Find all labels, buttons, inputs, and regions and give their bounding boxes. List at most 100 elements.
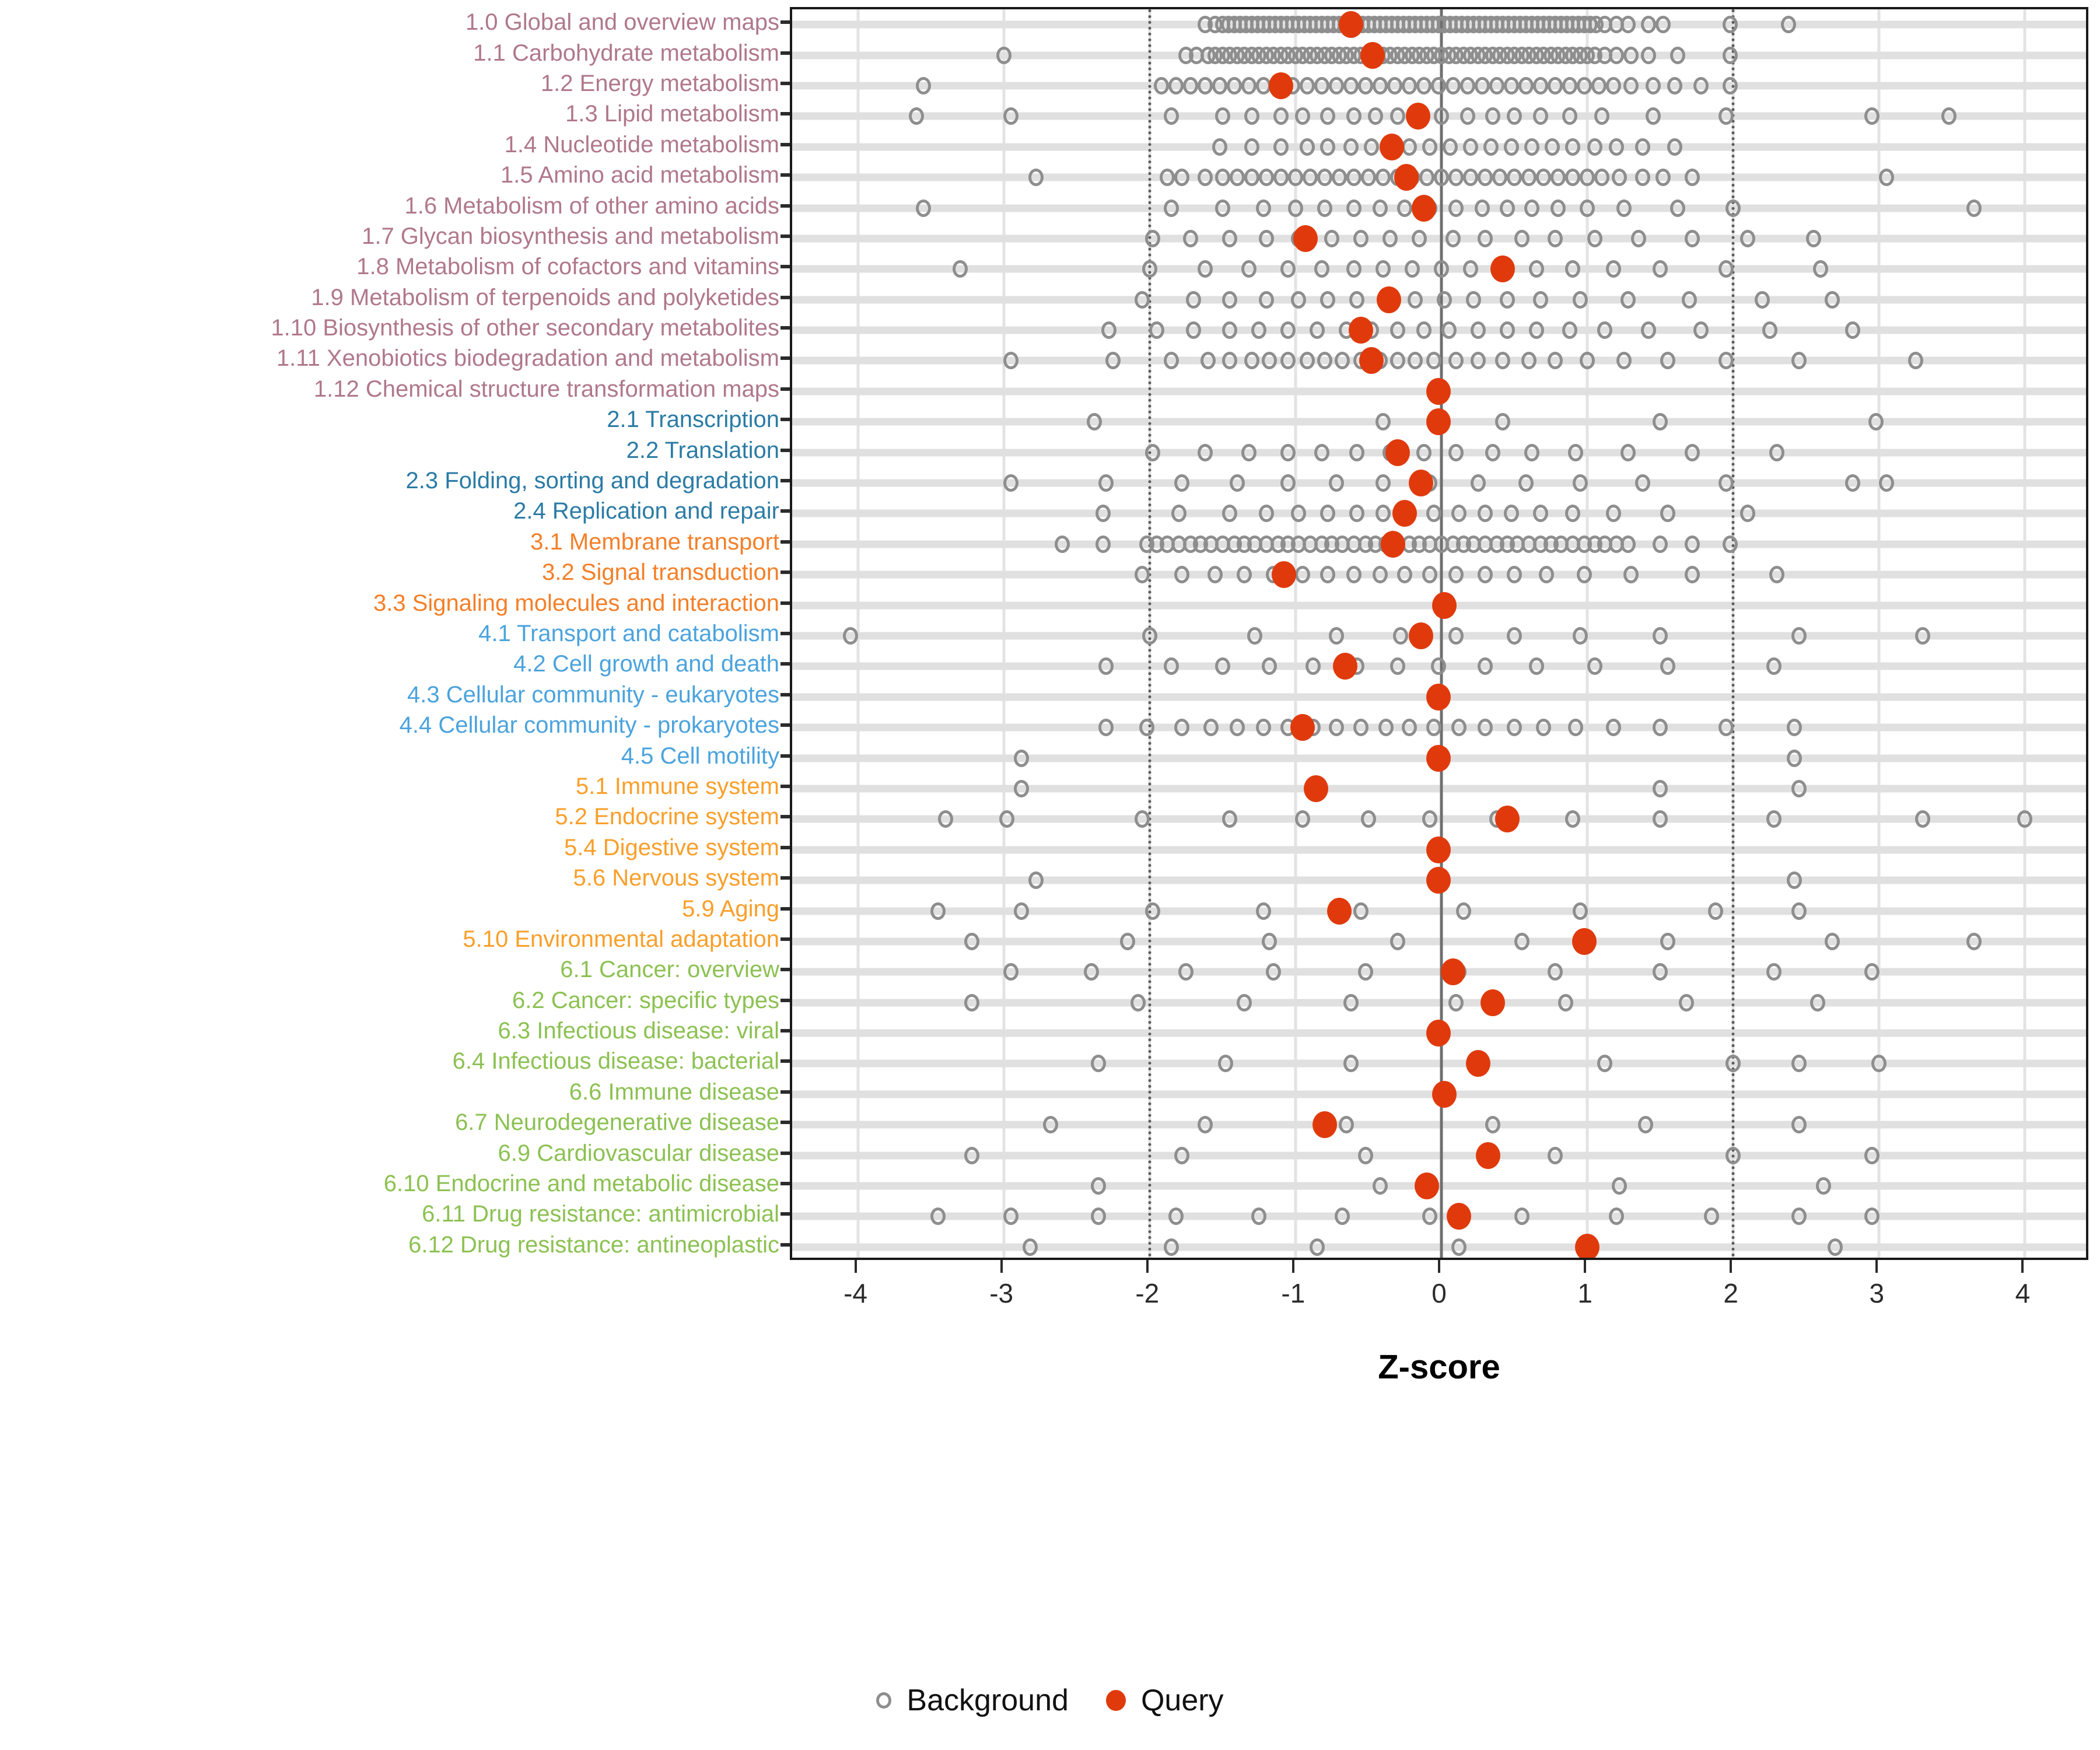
- background-point: [1845, 474, 1861, 492]
- background-point: [1791, 1116, 1807, 1134]
- background-point: [1791, 1055, 1807, 1073]
- background-point: [1280, 260, 1296, 278]
- background-point: [1135, 810, 1150, 828]
- row-band: [792, 1182, 2086, 1190]
- background-point: [1616, 199, 1632, 217]
- background-point: [1229, 169, 1245, 187]
- background-point: [1670, 199, 1686, 217]
- background-point: [1258, 169, 1274, 187]
- reference-line-zero: [1440, 9, 1443, 1258]
- category-label: 1.4 Nucleotide metabolism: [504, 131, 779, 158]
- background-point: [1324, 229, 1340, 247]
- background-point: [1536, 719, 1552, 737]
- background-point: [1320, 107, 1335, 125]
- background-point: [1726, 1055, 1741, 1073]
- background-point: [1446, 229, 1461, 247]
- background-point: [1430, 657, 1446, 676]
- background-point: [1003, 107, 1019, 125]
- x-axis-tick-label: 3: [1869, 1278, 1885, 1308]
- background-point: [1489, 76, 1505, 94]
- background-point: [1565, 260, 1581, 278]
- background-point: [1182, 76, 1198, 94]
- background-point: [1562, 107, 1578, 125]
- background-point: [996, 46, 1012, 64]
- background-point: [952, 260, 968, 278]
- background-point: [1375, 169, 1391, 187]
- background-point: [1437, 290, 1452, 309]
- background-point: [1507, 566, 1522, 584]
- background-point: [1208, 566, 1223, 584]
- background-point: [1266, 963, 1282, 981]
- background-point: [1507, 169, 1522, 187]
- background-point: [1545, 138, 1560, 156]
- background-point: [1565, 169, 1581, 187]
- background-point: [1407, 290, 1423, 309]
- background-point: [1533, 505, 1549, 523]
- background-point: [1144, 443, 1160, 461]
- background-point: [1528, 657, 1544, 676]
- y-axis-tick: [780, 876, 790, 880]
- background-point: [1349, 290, 1364, 309]
- x-axis-tick-label: 2: [1723, 1278, 1739, 1308]
- background-point: [1766, 963, 1782, 981]
- row-band: [792, 1059, 2086, 1068]
- category-label: 4.3 Cellular community - eukaryotes: [407, 681, 779, 708]
- background-point: [1343, 76, 1359, 94]
- background-point: [1612, 1177, 1628, 1195]
- background-point: [1343, 138, 1359, 156]
- row-band: [792, 785, 2086, 793]
- background-point: [1159, 169, 1175, 187]
- background-point: [1528, 321, 1544, 340]
- background-point: [1372, 1177, 1388, 1195]
- background-point: [1791, 779, 1807, 797]
- background-point: [1317, 352, 1332, 370]
- background-point: [1864, 963, 1880, 981]
- background-point: [1726, 199, 1741, 217]
- background-point: [1164, 1238, 1180, 1256]
- y-axis-tick: [780, 1059, 790, 1063]
- background-point: [1495, 352, 1511, 370]
- background-point: [999, 810, 1014, 828]
- category-label: 1.3 Lipid metabolism: [565, 101, 779, 127]
- background-point: [1095, 535, 1111, 553]
- background-point: [1485, 443, 1500, 461]
- background-point: [1787, 749, 1803, 767]
- query-point: [1426, 744, 1451, 772]
- background-point: [1222, 290, 1238, 309]
- background-point: [1174, 719, 1189, 737]
- background-point: [1781, 16, 1797, 34]
- x-axis-tick: [1730, 1260, 1732, 1273]
- row-band: [792, 479, 2086, 487]
- y-axis-tick: [780, 1182, 790, 1186]
- background-point: [1142, 260, 1157, 278]
- category-label: 5.6 Nervous system: [573, 865, 779, 891]
- background-point: [1495, 413, 1511, 431]
- category-label: 3.2 Signal transduction: [542, 559, 779, 586]
- legend-item-query: Query: [1105, 1683, 1224, 1718]
- background-point: [1685, 169, 1700, 187]
- background-point: [1653, 719, 1668, 737]
- y-axis-tick: [780, 907, 790, 911]
- background-point: [1416, 76, 1432, 94]
- background-point: [1390, 107, 1405, 125]
- y-axis-tick: [780, 662, 790, 666]
- query-point: [1414, 1172, 1439, 1200]
- background-point: [1645, 76, 1661, 94]
- background-point: [1295, 810, 1311, 828]
- background-point: [1597, 1055, 1613, 1073]
- background-point: [1536, 169, 1552, 187]
- row-band: [792, 235, 2086, 243]
- background-point: [1504, 76, 1520, 94]
- background-point: [1966, 932, 1982, 950]
- background-point: [1630, 229, 1646, 247]
- background-point: [1251, 1208, 1267, 1226]
- query-point: [1411, 194, 1436, 222]
- background-point: [1769, 443, 1785, 461]
- background-point: [1548, 352, 1563, 370]
- y-axis-tick: [780, 326, 790, 330]
- background-point: [1174, 169, 1189, 187]
- background-point: [1320, 290, 1335, 309]
- background-point: [1485, 1116, 1500, 1134]
- background-point: [1791, 902, 1807, 920]
- background-point: [1653, 779, 1668, 797]
